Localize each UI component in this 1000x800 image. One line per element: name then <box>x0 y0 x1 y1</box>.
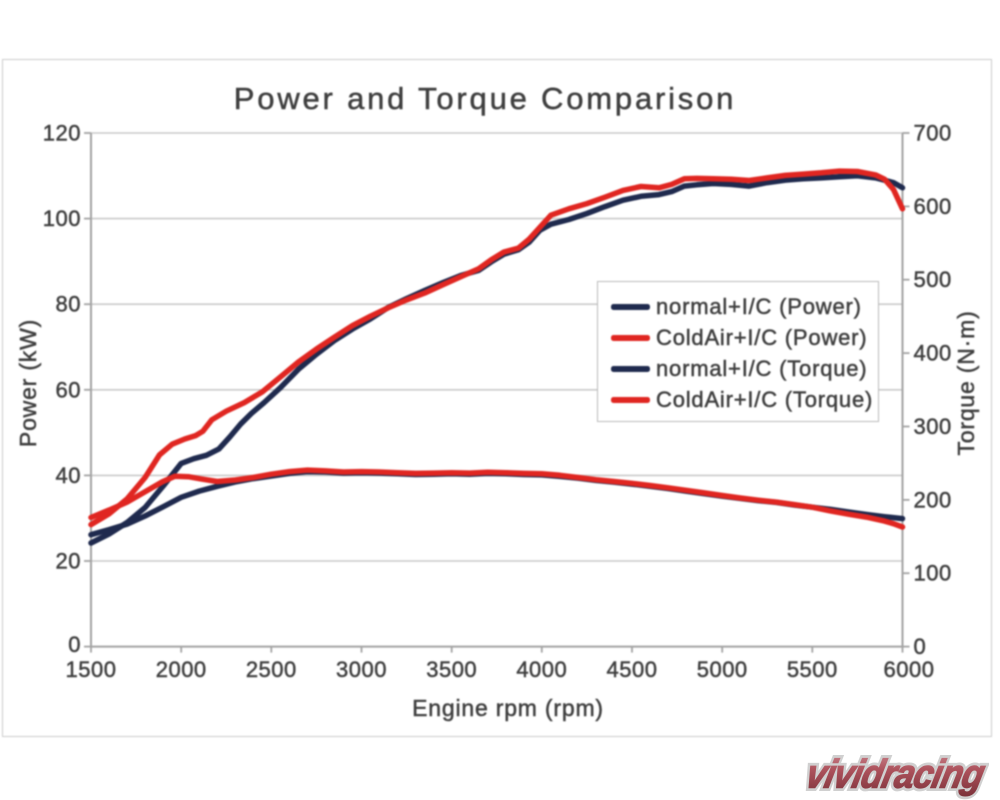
svg-text:Engine rpm (rpm): Engine rpm (rpm) <box>412 695 604 721</box>
svg-text:0: 0 <box>914 634 927 659</box>
svg-text:5000: 5000 <box>697 657 748 682</box>
svg-text:4500: 4500 <box>607 657 658 682</box>
svg-text:120: 120 <box>43 121 81 146</box>
svg-text:100: 100 <box>43 206 81 231</box>
svg-text:80: 80 <box>56 292 81 317</box>
svg-text:vividracing: vividracing <box>802 752 989 797</box>
svg-text:0: 0 <box>68 632 81 657</box>
svg-text:4000: 4000 <box>516 657 567 682</box>
svg-text:2000: 2000 <box>156 657 207 682</box>
svg-text:Power (kW): Power (kW) <box>15 319 41 447</box>
svg-text:2500: 2500 <box>246 657 297 682</box>
svg-text:3000: 3000 <box>336 657 387 682</box>
svg-text:300: 300 <box>914 414 952 439</box>
svg-text:100: 100 <box>914 561 952 586</box>
svg-text:60: 60 <box>56 377 81 402</box>
svg-text:20: 20 <box>56 549 81 574</box>
svg-text:700: 700 <box>914 121 952 146</box>
svg-text:500: 500 <box>914 267 952 292</box>
svg-text:6000: 6000 <box>884 657 935 682</box>
svg-text:600: 600 <box>914 194 952 219</box>
svg-text:3500: 3500 <box>426 657 477 682</box>
svg-text:200: 200 <box>914 487 952 512</box>
svg-text:40: 40 <box>56 463 81 488</box>
svg-text:Torque (N·m): Torque (N·m) <box>953 310 979 455</box>
svg-text:1500: 1500 <box>66 657 117 682</box>
svg-text:400: 400 <box>914 341 952 366</box>
svg-text:vividracing: vividracing <box>802 752 989 797</box>
svg-text:5500: 5500 <box>787 657 838 682</box>
